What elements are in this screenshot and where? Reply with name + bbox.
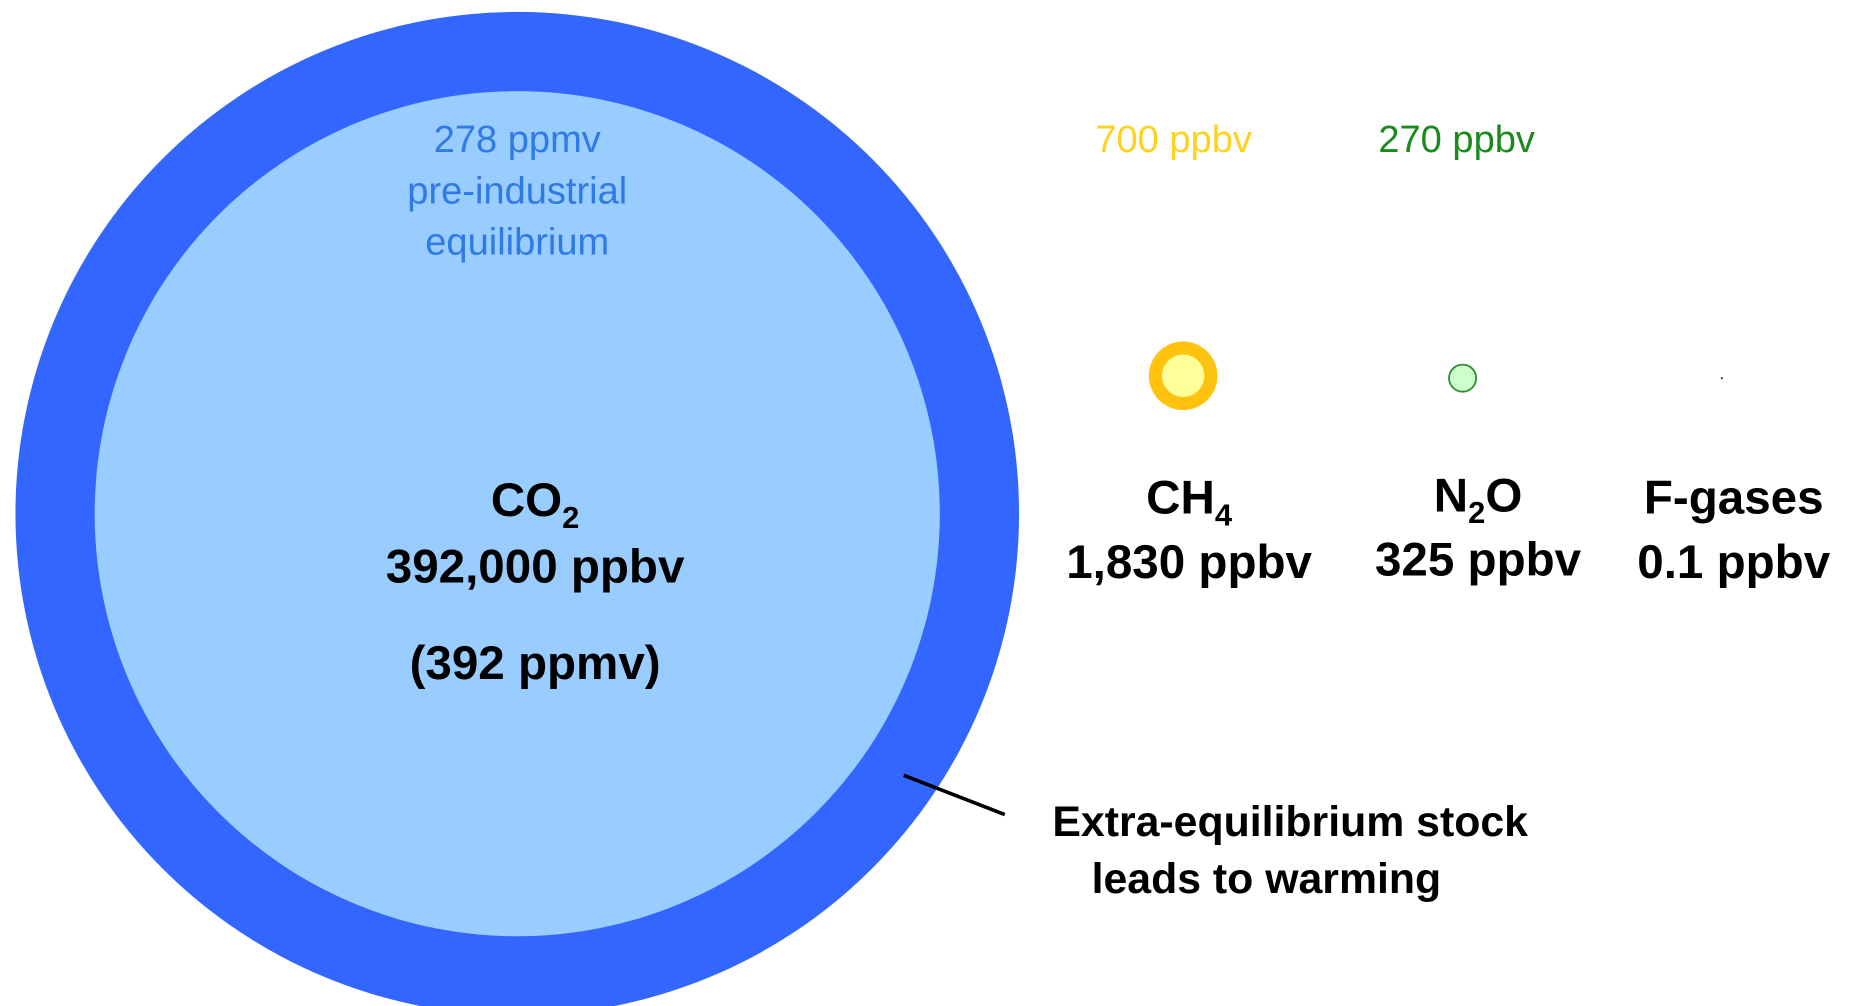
formula: CH4 xyxy=(1146,472,1233,533)
pre-industrial-label: 278 ppmv xyxy=(434,119,601,161)
pre-industrial-circle xyxy=(1161,354,1205,397)
formula-main: F-gases xyxy=(1644,472,1824,525)
formula-main: CH xyxy=(1146,472,1215,525)
value-label: 0.1 ppbv xyxy=(1637,536,1830,589)
pre-industrial-note: pre-industrial xyxy=(407,170,627,212)
value-note: (392 ppmv) xyxy=(410,637,661,690)
circles xyxy=(15,12,1723,1006)
pre-industrial-note: equilibrium xyxy=(425,221,609,263)
formula-main: N xyxy=(1434,469,1468,522)
formula: N2O xyxy=(1434,469,1523,530)
formula-subscript: 4 xyxy=(1215,498,1233,533)
annotation-pointer xyxy=(903,773,1006,817)
formula-main: CO xyxy=(491,474,562,527)
pre-industrial-circle xyxy=(94,91,940,937)
formula: CO2 xyxy=(491,474,580,535)
value-label: 392,000 ppbv xyxy=(386,541,685,594)
formula-tail: O xyxy=(1485,469,1522,522)
pre-industrial-label: 700 ppbv xyxy=(1095,119,1252,161)
value-label: 325 ppbv xyxy=(1375,534,1582,587)
pre-industrial-label: 270 ppbv xyxy=(1378,119,1535,161)
formula-subscript: 2 xyxy=(1468,495,1485,530)
annotation-text: Extra-equilibrium stock xyxy=(1052,798,1528,846)
formula-subscript: 2 xyxy=(562,500,579,535)
value-label: 1,830 ppbv xyxy=(1066,536,1312,589)
total-circle xyxy=(1720,377,1723,380)
annotation-text: leads to warming xyxy=(1092,855,1442,903)
pre-industrial-circle xyxy=(1448,364,1477,392)
formula: F-gases xyxy=(1644,472,1824,525)
